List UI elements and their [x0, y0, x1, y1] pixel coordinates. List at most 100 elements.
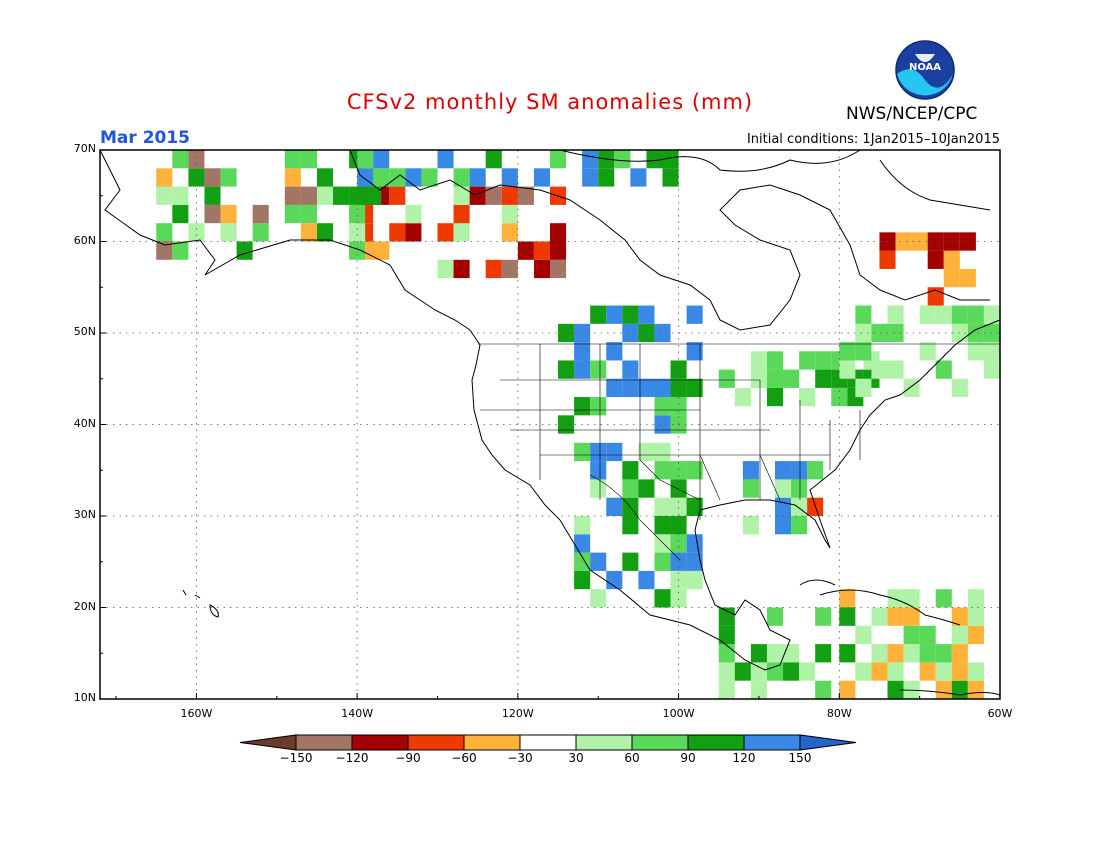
anomaly-cell: [453, 204, 470, 224]
anomaly-cell: [437, 259, 454, 279]
lat-label: 50N: [73, 325, 96, 338]
anomaly-cell: [300, 186, 317, 205]
anomaly-cell: [453, 259, 470, 279]
anomaly-cell: [638, 378, 655, 398]
anomaly-cell: [871, 662, 888, 681]
anomaly-cell: [766, 644, 784, 663]
anomaly-cell: [967, 342, 984, 361]
lat-label: 70N: [73, 142, 96, 155]
anomaly-cell: [606, 442, 623, 462]
anomaly-cell: [766, 607, 784, 626]
anomaly-cell: [935, 644, 952, 663]
anomaly-cell: [903, 607, 920, 626]
anomaly-cell: [670, 552, 687, 571]
anomaly-cell: [887, 589, 904, 608]
anomaly-cell: [871, 607, 888, 626]
anomaly-cell: [437, 150, 454, 169]
lon-label: 120W: [501, 707, 534, 720]
anomaly-cell: [156, 241, 173, 260]
anomaly-cell: [574, 342, 591, 361]
anomaly-cell: [300, 223, 317, 242]
anomaly-cell: [734, 387, 751, 407]
anomaly-cell: [775, 461, 792, 480]
anomaly-cell: [951, 625, 968, 645]
anomaly-cell: [252, 223, 269, 242]
anomaly-cell: [188, 223, 205, 242]
map-title: CFSv2 monthly SM anomalies (mm): [346, 90, 754, 114]
anomaly-cell: [574, 442, 591, 462]
anomaly-cell: [606, 342, 623, 361]
anomaly-cell: [871, 360, 888, 379]
anomaly-cell: [590, 305, 607, 324]
anomaly-cell: [590, 589, 607, 608]
anomaly-cell: [501, 168, 518, 187]
anomaly-cell: [405, 223, 422, 242]
anomaly-cell: [622, 479, 639, 498]
lat-label: 60N: [73, 233, 96, 247]
anomaly-cell: [791, 461, 808, 480]
anomaly-cell: [670, 497, 687, 516]
anomaly-cell: [316, 223, 334, 242]
anomaly-cell: [951, 378, 968, 398]
anomaly-cell: [533, 241, 550, 260]
anomaly-cell: [935, 680, 952, 699]
anomaly-cell: [670, 397, 687, 416]
forecast-month-label: Mar 2015: [100, 128, 191, 148]
lat-label: 10N: [73, 691, 96, 704]
anomaly-cell: [967, 305, 984, 324]
anomaly-cell: [951, 607, 968, 626]
anomaly-cell: [935, 360, 952, 379]
colorbar-tick-label: −150: [279, 751, 313, 765]
anomaly-cell: [598, 168, 615, 187]
anomaly-cell: [469, 168, 486, 187]
anomaly-cell: [775, 479, 792, 498]
anomaly-cell: [300, 150, 317, 169]
anomaly-cell: [590, 461, 607, 480]
anomaly-cell: [670, 360, 687, 379]
state-borders: [478, 343, 1000, 561]
anomaly-cell: [622, 552, 639, 571]
anomaly-cell: [654, 415, 671, 434]
anomaly-cell: [517, 241, 534, 260]
anomaly-cell: [887, 644, 904, 663]
anomaly-cell: [718, 680, 735, 699]
anomaly-cell: [590, 360, 607, 379]
anomaly-cell: [670, 589, 687, 608]
anomaly-cell: [855, 625, 872, 645]
anomaly-cell: [903, 625, 920, 645]
anomaly-cell: [204, 186, 221, 205]
anomaly-cell: [967, 607, 984, 626]
anomaly-cell: [967, 625, 984, 645]
anomaly-cell: [927, 232, 944, 251]
anomaly-cell: [935, 662, 952, 681]
anomaly-cell: [839, 589, 856, 608]
anomaly-cell: [855, 323, 872, 343]
anomaly-cell: [967, 680, 984, 699]
anomaly-cell: [919, 662, 936, 681]
anomaly-cell: [654, 323, 671, 343]
anomaly-cell: [686, 534, 703, 553]
anomaly-cell: [333, 186, 350, 205]
lon-label: 80W: [826, 707, 852, 720]
anomaly-cell: [284, 168, 301, 187]
anomaly-cell: [485, 186, 502, 205]
colorbar-swatch: [631, 734, 689, 751]
anomaly-cell: [959, 268, 976, 288]
anomaly-cell: [654, 516, 671, 535]
lon-label: 160W: [180, 707, 213, 720]
anomaly-cell: [799, 351, 816, 370]
anomaly-cell: [220, 223, 237, 242]
anomaly-cell: [590, 479, 607, 498]
anomaly-cell: [943, 250, 960, 269]
anomaly-cell: [670, 534, 687, 553]
anomaly-cell: [405, 204, 422, 224]
coastlines: [99, 149, 1001, 696]
colorbar-swatch: [519, 734, 577, 751]
anomaly-cell: [670, 516, 687, 535]
colorbar-tick-label: 60: [624, 751, 640, 765]
anomaly-cell: [686, 461, 703, 480]
anomaly-cell: [453, 168, 470, 187]
anomaly-cell: [815, 644, 832, 663]
anomaly-cell: [654, 397, 671, 416]
anomaly-cell: [349, 204, 366, 224]
